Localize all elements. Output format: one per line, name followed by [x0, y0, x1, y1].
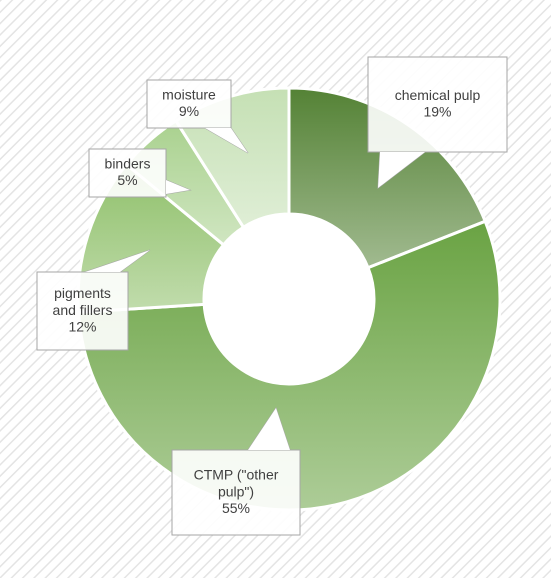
- callout-box: [146, 79, 232, 129]
- callout-box: [36, 271, 129, 351]
- callout-box: [367, 56, 508, 153]
- callout-seam: [378, 152, 425, 188]
- category-label: pigments and fillers: [53, 285, 113, 318]
- callout-seam: [166, 180, 190, 194]
- callout-box: [88, 148, 167, 198]
- value-label: 9%: [179, 103, 199, 119]
- value-label: 19%: [423, 104, 451, 120]
- callout-seam: [85, 250, 150, 272]
- callout-seam: [248, 408, 290, 450]
- callout-box: [171, 449, 301, 536]
- callout: CTMP ("other pulp")55%: [171, 406, 301, 536]
- callout-seam: [205, 128, 248, 153]
- value-label: 55%: [222, 500, 250, 516]
- category-label: chemical pulp: [395, 87, 481, 103]
- value-label: 12%: [68, 319, 96, 335]
- value-label: 5%: [117, 172, 137, 188]
- category-label: CTMP ("other pulp"): [194, 466, 279, 499]
- donut-slice: [76, 219, 502, 512]
- category-label: moisture: [162, 86, 216, 102]
- category-label: binders: [105, 155, 151, 171]
